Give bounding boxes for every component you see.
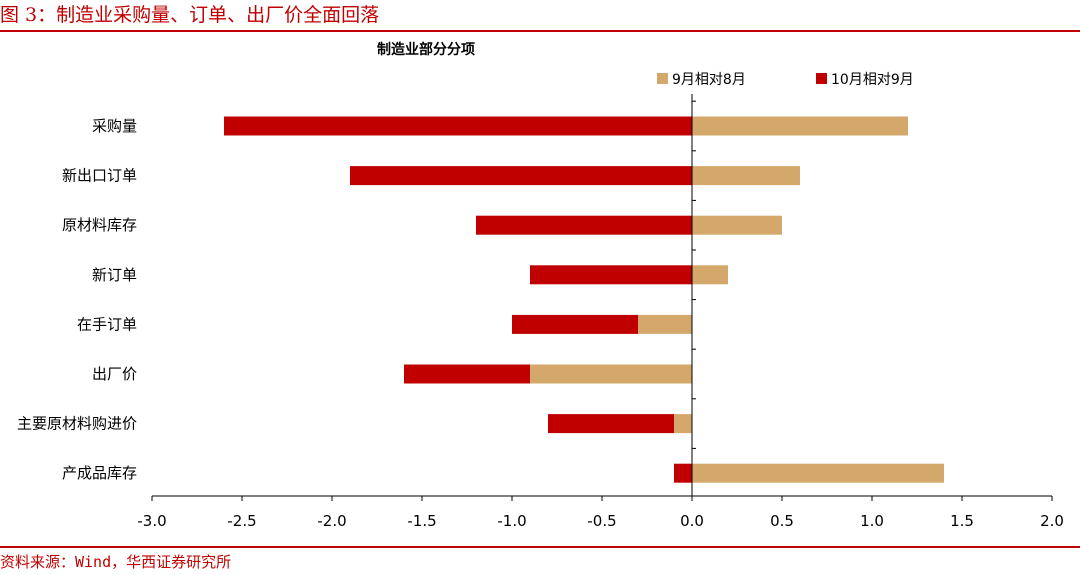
- category-label: 产成品库存: [62, 464, 137, 482]
- category-label: 原材料库存: [62, 216, 137, 234]
- x-tick-label: -0.5: [587, 512, 616, 530]
- bar-sep-vs-aug-4: [638, 314, 692, 334]
- bars: [224, 116, 944, 483]
- x-tick-label: 1.0: [860, 512, 884, 530]
- bar-oct-vs-sep-2: [476, 215, 692, 235]
- x-tick-label: 0.5: [770, 512, 794, 530]
- legend-swatch: [816, 73, 827, 84]
- category-label: 新订单: [92, 266, 137, 284]
- legend-swatch: [657, 73, 668, 84]
- chart-title: 制造业部分分项: [377, 41, 475, 58]
- bar-sep-vs-aug-2: [692, 215, 782, 235]
- legend-label: 10月相对9月: [831, 72, 914, 88]
- x-tick-label: 1.5: [950, 512, 974, 530]
- x-tick-label: -1.0: [497, 512, 526, 530]
- bar-oct-vs-sep-4: [512, 314, 638, 334]
- category-label: 采购量: [92, 117, 137, 135]
- bar-sep-vs-aug-1: [692, 166, 800, 186]
- category-label: 新出口订单: [62, 167, 137, 185]
- category-label: 出厂价: [92, 365, 137, 383]
- bar-oct-vs-sep-1: [350, 166, 692, 186]
- title-rule: [0, 30, 1080, 32]
- bar-sep-vs-aug-7: [692, 463, 944, 483]
- x-tick-label: 2.0: [1040, 512, 1064, 530]
- bar-oct-vs-sep-0: [224, 116, 692, 136]
- bar-oct-vs-sep-7: [674, 463, 692, 483]
- bar-chart: 制造业部分分项 9月相对8月 10月相对9月 采购量新出口订单原材料库存新订单在手…: [17, 41, 1064, 530]
- x-tick-label: -2.5: [227, 512, 256, 530]
- x-tick-label: -2.0: [317, 512, 346, 530]
- x-tick-label: -1.5: [407, 512, 436, 530]
- legend-label: 9月相对8月: [672, 72, 746, 88]
- figure-title: 图 3：制造业采购量、订单、出厂价全面回落: [0, 4, 380, 26]
- bar-sep-vs-aug-3: [692, 265, 728, 285]
- bar-sep-vs-aug-6: [674, 414, 692, 434]
- source-note: 资料来源：Wind，华西证券研究所: [0, 553, 232, 571]
- legend: 9月相对8月 10月相对9月: [657, 72, 914, 88]
- source-rule: [0, 546, 1080, 548]
- category-label: 在手订单: [77, 315, 137, 333]
- x-tick-label: 0.0: [680, 512, 704, 530]
- bar-sep-vs-aug-5: [530, 364, 692, 384]
- bar-sep-vs-aug-0: [692, 116, 908, 136]
- category-label: 主要原材料购进价: [17, 415, 137, 433]
- bar-oct-vs-sep-3: [530, 265, 692, 285]
- bar-oct-vs-sep-6: [548, 414, 674, 434]
- x-tick-label: -3.0: [137, 512, 166, 530]
- bar-oct-vs-sep-5: [404, 364, 530, 384]
